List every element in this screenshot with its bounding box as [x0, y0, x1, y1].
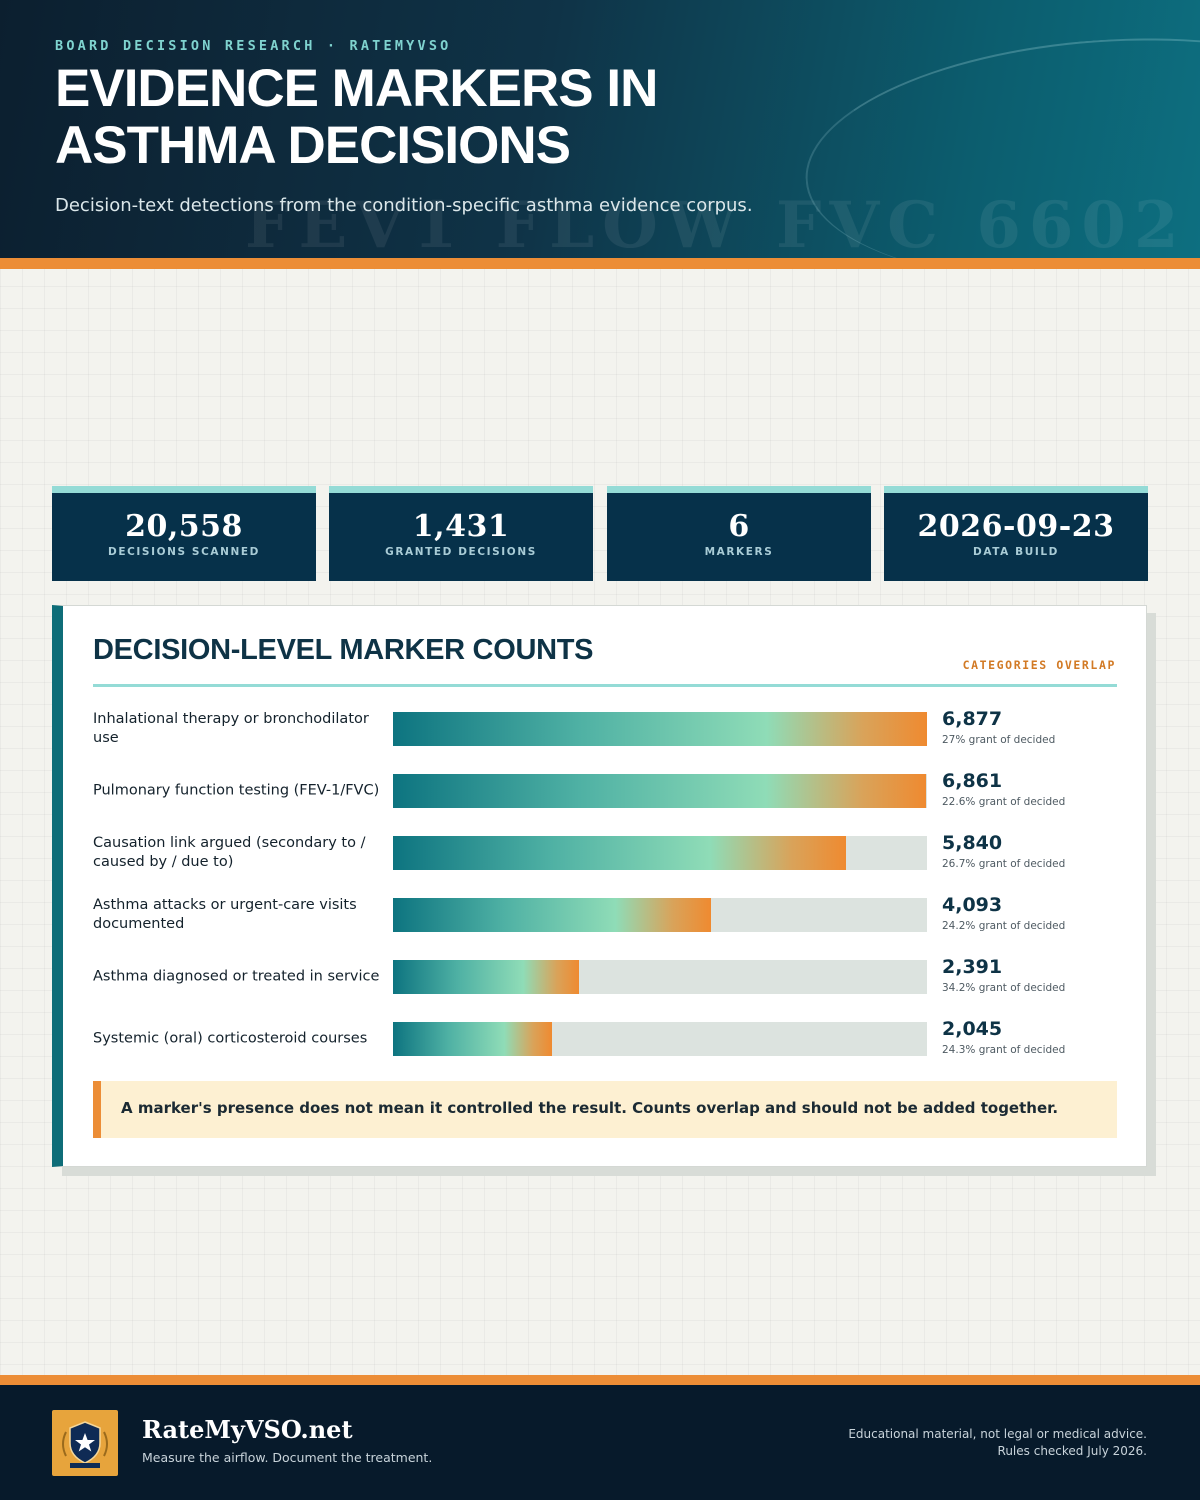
chart-title-rule [93, 684, 1117, 687]
bar-row: Pulmonary function testing (FEV-1/FVC) 6… [93, 766, 1123, 816]
bar-grant-rate-label: 24.3% grant of decided [942, 1044, 1066, 1056]
stat-value: 1,431 [412, 509, 510, 544]
stat-value: 2026-09-23 [917, 509, 1115, 544]
stat-label: Data build [973, 546, 1059, 558]
marker-chart-panel: Decision-level marker counts CATEGORIES … [52, 605, 1147, 1167]
disclaimer-line: Educational material, not legal or medic… [848, 1427, 1147, 1441]
bar-grant-rate-label: 34.2% grant of decided [942, 982, 1066, 994]
bar-value-label: 4,093 [942, 894, 1003, 916]
header-divider [0, 258, 1200, 269]
bar-track [393, 960, 927, 994]
bar-fill [393, 960, 579, 994]
stat-card-granted-decisions: 1,431 Granted decisions [329, 486, 593, 581]
overlap-tag: CATEGORIES OVERLAP [962, 658, 1116, 672]
stat-card-data-build: 2026-09-23 Data build [884, 486, 1148, 581]
bar-track [393, 774, 927, 808]
bar-row: Asthma attacks or urgent-care visits doc… [93, 890, 1123, 940]
stat-label: Granted decisions [385, 546, 537, 558]
stat-label: Markers [704, 546, 774, 558]
disclaimer: Educational material, not legal or medic… [848, 1426, 1147, 1460]
bar-value-label: 2,391 [942, 956, 1003, 978]
footer-divider [0, 1375, 1200, 1385]
bar-grant-rate-label: 27% grant of decided [942, 734, 1056, 746]
header-banner: FEV1 FLOW FVC 6602 BOARD DECISION RESEAR… [0, 0, 1200, 258]
shield-star-icon [52, 1410, 118, 1476]
stat-card-markers: 6 Markers [607, 486, 871, 581]
bar-fill [393, 1022, 552, 1056]
bar-category-label: Pulmonary function testing (FEV-1/FVC) [93, 782, 380, 799]
stat-value: 6 [728, 509, 750, 544]
bar-category-label: Systemic (oral) corticosteroid courses [93, 1030, 368, 1047]
bar-grant-rate-label: 22.6% grant of decided [942, 796, 1066, 808]
bar-row: Causation link argued (secondary to / ca… [93, 828, 1123, 878]
disclaimer-line: Rules checked July 2026. [997, 1444, 1147, 1458]
bar-track [393, 712, 927, 746]
bar-fill [393, 712, 927, 746]
brand-tagline: Measure the airflow. Document the treatm… [142, 1450, 433, 1465]
bar-value-label: 2,045 [942, 1018, 1003, 1040]
bar-value-label: 6,861 [942, 770, 1003, 792]
brand-name: RateMyVSO.net [142, 1415, 353, 1444]
eyebrow: BOARD DECISION RESEARCH · RATEMYVSO [55, 38, 452, 54]
bar-row: Asthma diagnosed or treated in service 2… [93, 952, 1123, 1002]
bar-fill [393, 898, 711, 932]
stat-card-decisions-scanned: 20,558 Decisions scanned [52, 486, 316, 581]
bar-category-label: Causation link argued (secondary to / ca… [93, 835, 366, 870]
page-subtitle: Decision-text detections from the condit… [55, 195, 753, 216]
bar-category-label: Inhalational therapy or bronchodilator u… [93, 711, 369, 746]
bar-track [393, 898, 927, 932]
page-title: Evidence Markers in Asthma Decisions [55, 59, 658, 175]
chart-title: Decision-level marker counts [93, 634, 594, 666]
bar-grant-rate-label: 24.2% grant of decided [942, 920, 1066, 932]
bar-fill [393, 836, 846, 870]
bar-category-label: Asthma diagnosed or treated in service [93, 968, 380, 985]
bar-row: Inhalational therapy or bronchodilator u… [93, 704, 1123, 754]
bar-category-label: Asthma attacks or urgent-care visits doc… [93, 897, 357, 932]
overlap-note: A marker's presence does not mean it con… [93, 1081, 1117, 1138]
bar-fill [393, 774, 926, 808]
header-watermark: FEV1 FLOW FVC 6602 [245, 188, 1187, 258]
bar-track [393, 836, 927, 870]
bar-value-label: 6,877 [942, 708, 1003, 730]
footer: RateMyVSO.net Measure the airflow. Docum… [0, 1385, 1200, 1500]
stat-value: 20,558 [125, 509, 243, 544]
bar-row: Systemic (oral) corticosteroid courses 2… [93, 1014, 1123, 1064]
stat-label: Decisions scanned [108, 546, 260, 558]
bar-grant-rate-label: 26.7% grant of decided [942, 858, 1066, 870]
bar-track [393, 1022, 927, 1056]
bar-value-label: 5,840 [942, 832, 1003, 854]
